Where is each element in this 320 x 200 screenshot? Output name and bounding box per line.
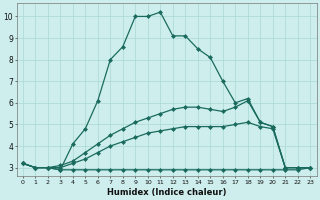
X-axis label: Humidex (Indice chaleur): Humidex (Indice chaleur) xyxy=(107,188,226,197)
